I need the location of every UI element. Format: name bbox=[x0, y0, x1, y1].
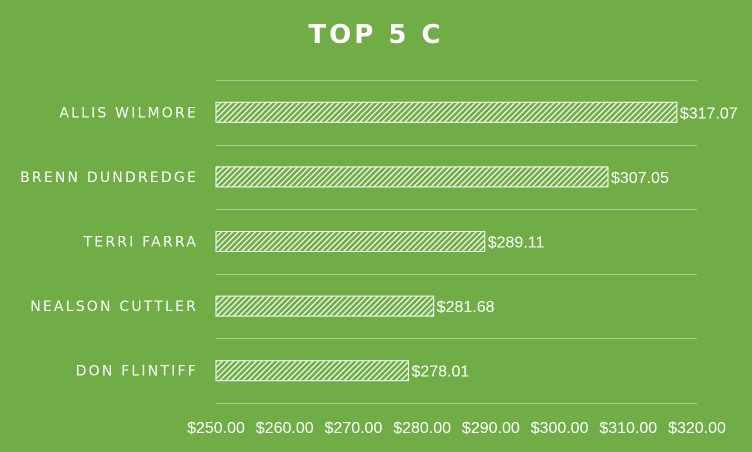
category-label: DON FLINTIFF bbox=[76, 364, 198, 380]
category-label: ALLIS WILMORE bbox=[59, 105, 198, 121]
data-label: $278.01 bbox=[411, 364, 469, 381]
x-tick-label: $310.00 bbox=[599, 420, 657, 437]
category-label: NEALSON CUTTLER bbox=[30, 299, 198, 315]
data-label: $317.07 bbox=[680, 105, 738, 122]
x-tick-label: $280.00 bbox=[393, 420, 451, 437]
bar bbox=[215, 166, 609, 188]
x-tick-label: $250.00 bbox=[187, 420, 245, 437]
x-tick-label: $270.00 bbox=[325, 420, 383, 437]
bar bbox=[215, 101, 678, 123]
bar bbox=[215, 295, 435, 317]
x-tick-label: $260.00 bbox=[256, 420, 314, 437]
x-tick-label: $300.00 bbox=[531, 420, 589, 437]
chart-title: TOP 5 C bbox=[308, 20, 444, 50]
data-label: $307.05 bbox=[611, 170, 669, 187]
category-label: TERRI FARRA bbox=[83, 235, 198, 251]
x-tick-label: $290.00 bbox=[462, 420, 520, 437]
category-label: BRENN DUNDREDGE bbox=[20, 170, 198, 186]
x-tick-label: $320.00 bbox=[668, 420, 726, 437]
bar bbox=[215, 231, 486, 252]
bar bbox=[215, 360, 409, 382]
data-label: $289.11 bbox=[488, 235, 545, 252]
data-label: $281.68 bbox=[437, 299, 495, 316]
